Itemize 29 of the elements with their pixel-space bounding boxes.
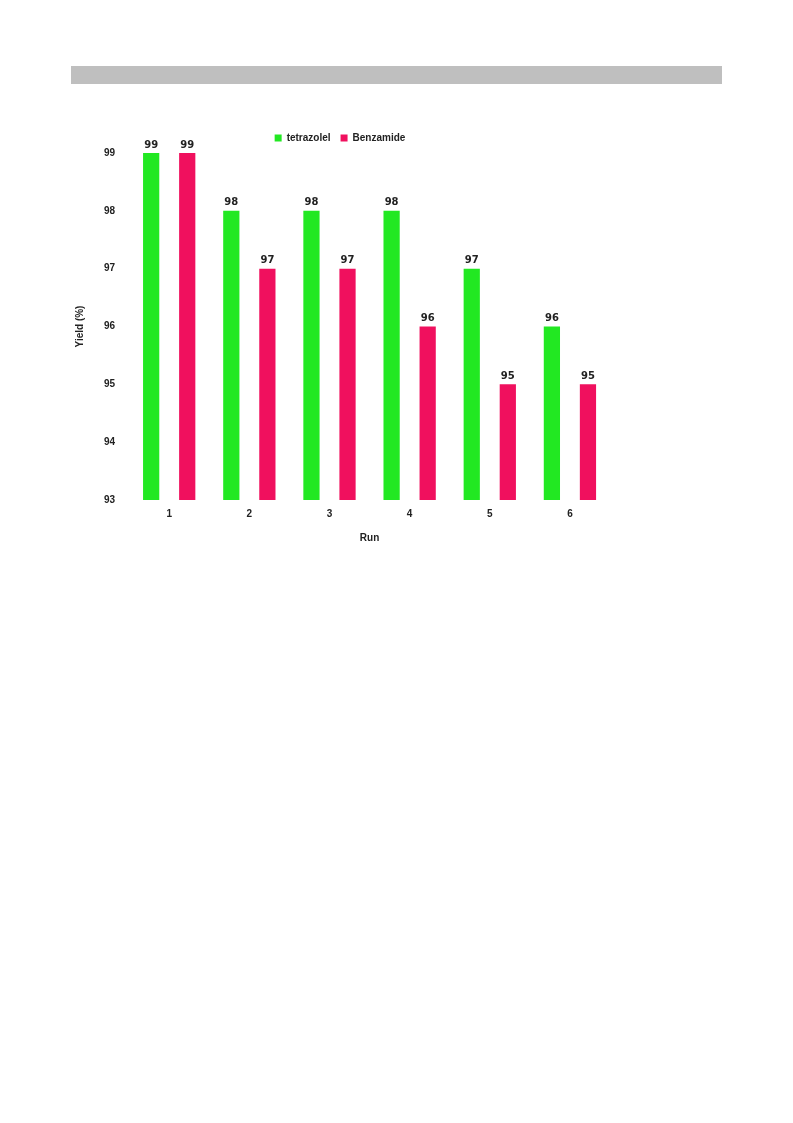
- x-tick-label: 2: [246, 507, 253, 519]
- y-tick-label: 97: [104, 262, 116, 274]
- data-label: 97: [340, 254, 355, 266]
- data-label: 98: [224, 196, 239, 208]
- y-tick-label: 94: [104, 435, 116, 447]
- x-tick-label: 1: [166, 507, 173, 519]
- x-tick-label: 3: [326, 507, 333, 519]
- data-label: 95: [581, 369, 595, 381]
- data-label: 99: [180, 138, 195, 150]
- y-tick-label: 95: [104, 378, 116, 390]
- data-label: 97: [260, 254, 275, 266]
- y-axis-title: Yield (%): [73, 305, 85, 348]
- x-tick-label: 6: [567, 507, 574, 519]
- data-label: 98: [384, 196, 399, 208]
- x-tick-label: 5: [487, 507, 493, 519]
- data-label: 95: [500, 369, 515, 381]
- data-label: 96: [544, 312, 559, 324]
- x-axis-title: Run: [359, 531, 380, 543]
- y-tick-label: 96: [104, 320, 116, 332]
- x-tick-label: 4: [406, 507, 413, 519]
- data-label: 97: [464, 254, 479, 266]
- data-label: 96: [420, 312, 435, 324]
- legend-label: tetrazolel: [286, 131, 331, 143]
- data-label: 99: [144, 138, 159, 150]
- y-tick-label: 98: [104, 204, 116, 216]
- y-tick-label: 93: [104, 493, 116, 505]
- y-tick-label: 99: [104, 146, 116, 158]
- legend-label: Benzamide: [352, 131, 406, 143]
- data-label: 98: [304, 196, 319, 208]
